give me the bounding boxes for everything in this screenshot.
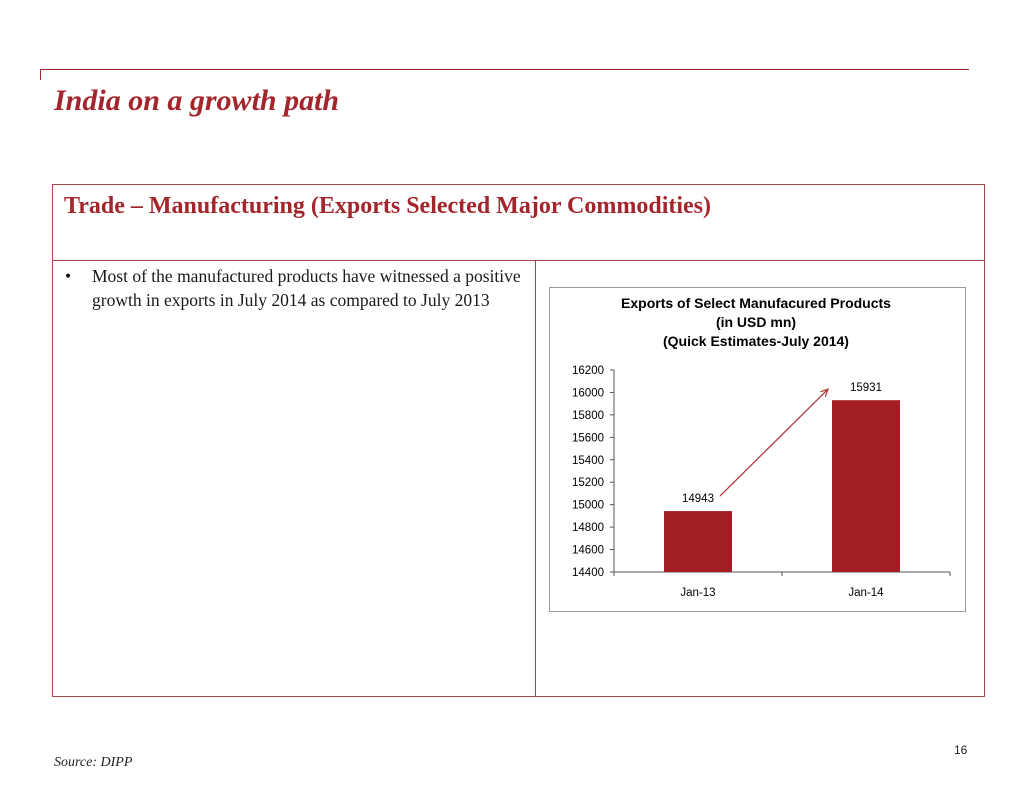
y-tick-label: 15800 — [572, 410, 604, 422]
top-rule — [40, 69, 969, 70]
growth-arrow-head — [820, 388, 829, 397]
slide-title: India on a growth path — [54, 84, 340, 117]
top-rule-tick — [40, 69, 41, 80]
chart-box: Exports of Select Manufacured Products (i… — [549, 287, 966, 612]
chart-title-line: (in USD mn) — [716, 314, 796, 330]
y-tick-label: 15000 — [572, 500, 604, 512]
bar — [832, 400, 900, 572]
y-tick-label: 15600 — [572, 432, 604, 444]
data-label: 15931 — [850, 382, 882, 394]
section-heading: Trade – Manufacturing (Exports Selected … — [64, 193, 712, 219]
growth-arrow-line — [719, 388, 829, 497]
x-tick-label: Jan-13 — [680, 587, 715, 599]
x-tick-label: Jan-14 — [848, 587, 884, 599]
content-frame: Trade – Manufacturing (Exports Selected … — [52, 184, 985, 697]
header-row: Trade – Manufacturing (Exports Selected … — [53, 185, 984, 261]
y-tick-label: 16000 — [572, 387, 604, 399]
page-number: 16 — [954, 743, 968, 757]
data-label: 14943 — [682, 493, 714, 505]
y-tick-label: 14800 — [572, 522, 604, 534]
y-tick-label: 14600 — [572, 545, 604, 557]
y-tick-label: 15400 — [572, 455, 604, 467]
bar-chart: Exports of Select Manufacured Products (i… — [572, 295, 951, 599]
source-note: Source: DIPP — [54, 755, 133, 770]
chart-title-line: Exports of Select Manufacured Products — [621, 295, 891, 311]
y-tick-label: 16200 — [572, 365, 604, 377]
chart-title-line: (Quick Estimates-July 2014) — [663, 333, 849, 349]
bullet-text: Most of the manufactured products have w… — [92, 266, 521, 310]
bar — [664, 511, 732, 572]
y-tick-label: 14400 — [572, 567, 604, 579]
y-tick-label: 15200 — [572, 477, 604, 489]
bullet-list: • Most of the manufactured products have… — [61, 264, 521, 312]
bullet-dot: • — [65, 266, 72, 286]
bullet-item: • Most of the manufactured products have… — [61, 264, 521, 312]
column-divider — [535, 260, 536, 696]
